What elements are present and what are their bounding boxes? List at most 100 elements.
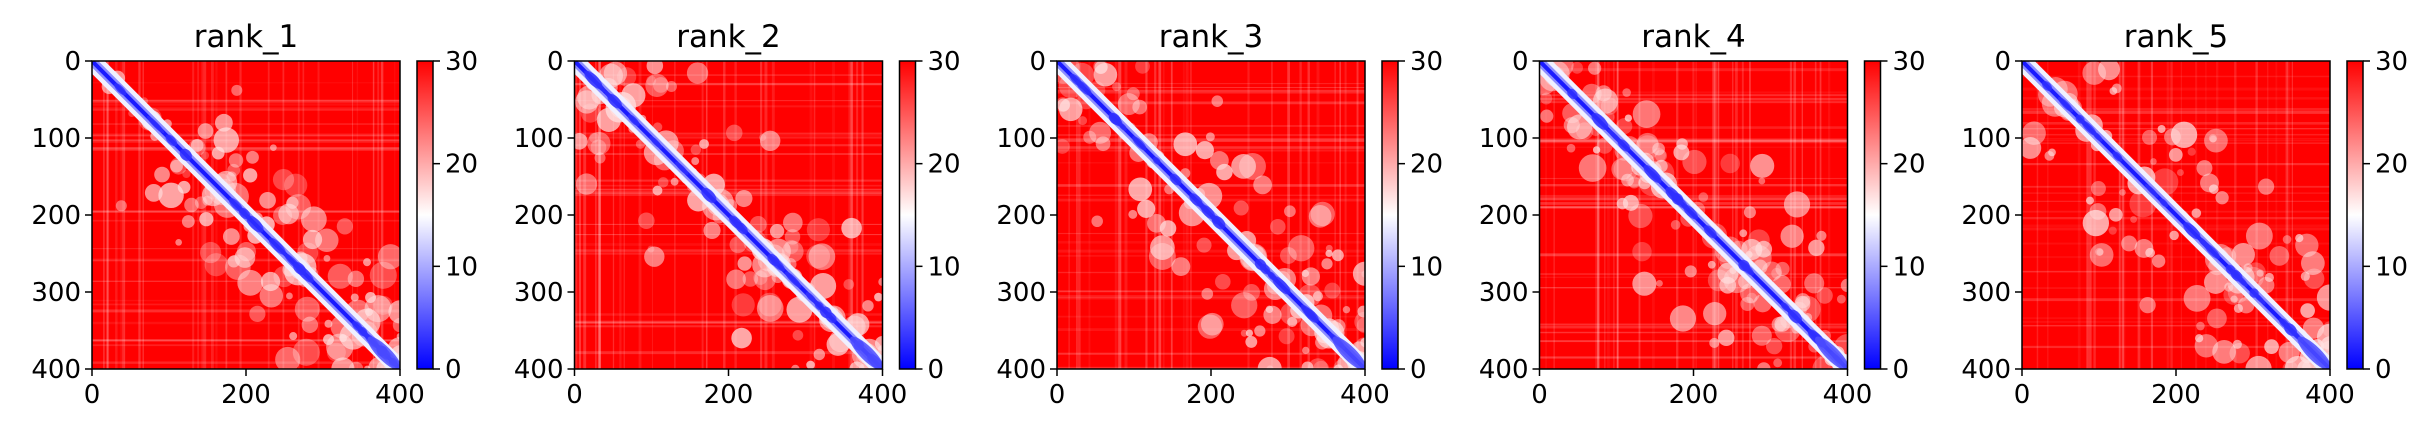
heatmap-row-streak: [92, 344, 400, 347]
heatmap-contact: [843, 279, 855, 290]
heatmap-col-streak: [1819, 61, 1822, 369]
panel-title: rank_5: [2124, 19, 2229, 55]
heatmap-contact: [1707, 260, 1716, 269]
heatmap-contact: [1325, 249, 1333, 258]
heatmap-contact: [1257, 356, 1282, 369]
heatmap-row-streak: [92, 139, 400, 142]
y-tick-label: 400: [1961, 355, 2011, 385]
heatmap-contact: [1135, 61, 1150, 74]
heatmap-contact: [646, 75, 657, 86]
colorbar-tick-label: 30: [445, 47, 478, 77]
diagonal-lump: [1591, 112, 1609, 130]
heatmap-contact: [1325, 244, 1333, 252]
heatmap-contact: [2301, 251, 2325, 275]
heatmap-contact: [2187, 147, 2196, 156]
heatmap-row-streak: [574, 184, 883, 187]
diagonal-lump: [2057, 96, 2074, 113]
x-tick-label: 0: [1531, 380, 1548, 410]
colorbar: [898, 60, 917, 370]
heatmap-col-streak: [1676, 61, 1679, 369]
heatmap-contact: [1278, 328, 1295, 345]
heatmap-contact: [1755, 240, 1773, 258]
diagonal-lump: [785, 271, 802, 288]
heatmap-row-streak: [92, 99, 400, 101]
heatmap-contact: [1205, 132, 1215, 142]
heatmap-contact: [2269, 246, 2290, 266]
heatmap-row-streak: [574, 100, 883, 102]
heatmap-contact: [806, 360, 815, 369]
heatmap-row-streak: [2022, 163, 2330, 166]
heatmap-contact: [1718, 329, 1735, 347]
heatmap-contact: [392, 317, 400, 333]
diagonal-lump: [146, 115, 165, 134]
diagonal-lump: [729, 216, 746, 233]
heatmap-contact: [2089, 203, 2107, 220]
heatmap-contact: [327, 263, 353, 289]
heatmap-contact: [2183, 284, 2211, 312]
heatmap-row-streak: [2022, 321, 2330, 323]
heatmap-contact: [1632, 241, 1652, 262]
heatmap-col-streak: [1114, 61, 1117, 369]
heatmap-contact: [742, 271, 759, 287]
heatmap-contact: [1195, 141, 1214, 160]
heatmap-contact: [1592, 146, 1601, 154]
heatmap-col-streak: [1356, 61, 1359, 369]
heatmap-contact: [1360, 337, 1365, 348]
heatmap-contact: [243, 168, 258, 183]
heatmap-contact: [1095, 136, 1111, 152]
heatmap-row-streak: [92, 106, 400, 110]
heatmap-contact: [1566, 114, 1593, 140]
heatmap-col-streak: [856, 61, 859, 369]
heatmap-col-streak: [809, 61, 813, 369]
heatmap-col-streak: [612, 61, 615, 369]
heatmap-contact: [2191, 208, 2202, 218]
heatmap-contact: [227, 255, 240, 268]
x-tick-label: 200: [2151, 380, 2201, 410]
heatmap-contact: [2208, 184, 2219, 194]
heatmap-col-streak: [1545, 61, 1547, 369]
heatmap-contact: [731, 293, 755, 317]
heatmap-contact: [1078, 116, 1088, 126]
heatmap-contact: [1808, 239, 1825, 257]
heatmap-col-streak: [120, 61, 123, 369]
heatmap-row-streak: [2022, 192, 2330, 195]
heatmap-row-streak: [574, 325, 883, 328]
heatmap-col-streak: [1604, 61, 1606, 369]
heatmap-row-streak: [574, 313, 883, 316]
heatmap-row-streak: [1539, 177, 1848, 180]
heatmap-contact: [699, 139, 709, 149]
heatmap-col-streak: [861, 61, 864, 369]
y-tick-label: 200: [514, 201, 564, 231]
heatmap-contact: [1739, 229, 1748, 238]
diagonal-lump: [1152, 156, 1161, 165]
heatmap-contact: [1632, 271, 1657, 296]
heatmap-row-streak: [2022, 110, 2330, 114]
heatmap-row-streak: [2022, 287, 2330, 289]
heatmap-contact: [808, 243, 836, 271]
heatmap-cells: [574, 61, 883, 369]
heatmap-row-streak: [2022, 87, 2330, 91]
heatmap-contact: [2095, 247, 2104, 256]
heatmap-contact: [1361, 270, 1365, 278]
heatmap-contact: [2022, 121, 2046, 146]
heatmap-col-streak: [1553, 61, 1555, 369]
heatmap-col-streak: [1124, 61, 1128, 369]
terminal-cluster: [850, 336, 883, 369]
heatmap-row-streak: [1057, 82, 1365, 85]
diagonal-lump: [604, 90, 619, 106]
heatmap-contact: [1302, 346, 1310, 355]
y-tick-label: 300: [1961, 278, 2011, 308]
heatmap-row-streak: [574, 321, 883, 324]
heatmap-contact: [769, 224, 785, 239]
heatmap-contact: [1592, 88, 1619, 114]
heatmap-contact: [1632, 100, 1661, 128]
heatmap-row-streak: [1539, 138, 1848, 142]
heatmap-col-streak: [850, 61, 854, 369]
colorbar-tick-label: 30: [2375, 47, 2408, 77]
heatmap-contact: [1342, 306, 1351, 314]
heatmap-contact: [228, 153, 244, 168]
heatmap-row-streak: [1539, 276, 1848, 278]
y-tick-label: 400: [1479, 355, 1529, 385]
heatmap-contact: [2257, 178, 2275, 195]
